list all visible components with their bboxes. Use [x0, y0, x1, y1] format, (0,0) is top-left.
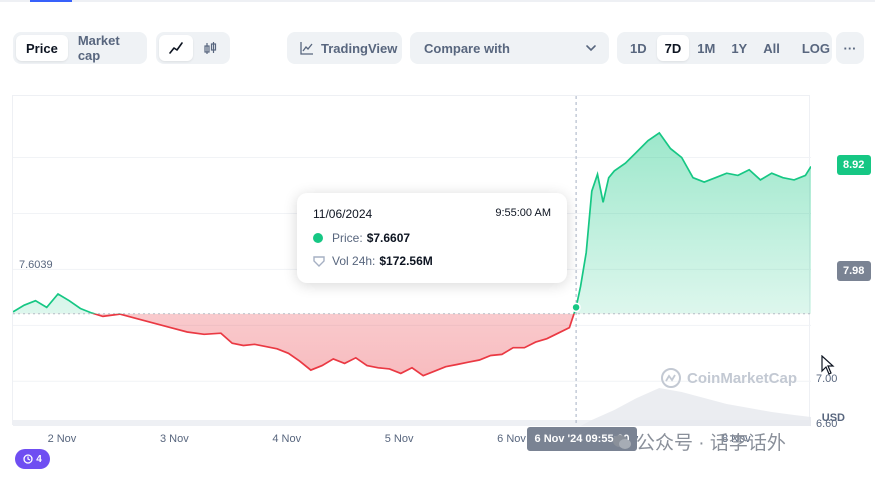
tooltip-date: 11/06/2024 [313, 207, 373, 221]
chart-style-toggle [156, 32, 230, 64]
wechat-overlay: 公众号 · 话李话外 [612, 428, 786, 455]
chevron-down-icon [586, 45, 596, 52]
crosshair-point [571, 302, 581, 313]
watermark-text: CoinMarketCap [687, 369, 798, 387]
compare-label: Compare with [424, 40, 510, 56]
compare-with-dropdown[interactable]: Compare with [410, 32, 609, 64]
x-tick-label: 2 Nov [47, 433, 77, 445]
y-tick-label: 6.60 [816, 418, 838, 430]
tooltip-time: 9:55:00 AM [495, 207, 551, 219]
more-options-button[interactable]: ··· [836, 32, 864, 64]
trend-icon [300, 42, 313, 55]
range-all[interactable]: All [763, 40, 780, 56]
line-chart-icon[interactable] [159, 35, 193, 61]
mouse-cursor-icon [821, 355, 835, 375]
x-tick-label: 5 Nov [384, 433, 414, 445]
wechat-icon [613, 434, 631, 449]
top-divider [0, 0, 875, 2]
volume-area [580, 388, 811, 426]
tooltip-volume-row: Vol 24h: $172.56M [313, 254, 433, 268]
range-1d[interactable]: 1D [630, 40, 647, 56]
tooltip-volume-label: Vol 24h: [332, 254, 376, 268]
tab-price[interactable]: Price [16, 35, 68, 61]
candlestick-icon[interactable] [193, 35, 227, 61]
history-icon [23, 454, 33, 464]
price-line-up [13, 131, 811, 314]
history-count: 4 [36, 453, 42, 465]
tab-market-cap[interactable]: Market cap [77, 33, 120, 63]
tooltip-price-row: Price: $7.6607 [313, 231, 410, 245]
log-toggle[interactable]: LOG [801, 40, 831, 56]
volume-icon [313, 255, 325, 267]
coinmarketcap-watermark: CoinMarketCap [660, 367, 797, 389]
area-fill-above [13, 132, 811, 314]
overlay-text: 公众号 · 话李话外 [636, 433, 786, 454]
tooltip-volume-value: $172.56M [379, 254, 433, 268]
tooltip-price-value: $7.6607 [366, 231, 411, 245]
x-tick-label: 4 Nov [272, 433, 302, 445]
y-tick-label: 7.00 [816, 373, 838, 386]
start-price-label: 7.6039 [19, 259, 53, 271]
active-tab-indicator [30, 0, 72, 2]
range-toggle: 1D 7D 1M 1Y All LOG [617, 32, 832, 64]
range-1m[interactable]: 1M [697, 40, 716, 56]
history-badge[interactable]: 4 [15, 449, 50, 469]
price-chart-svg [13, 96, 811, 426]
tradingview-button[interactable]: TradingView [287, 32, 402, 64]
chart-plot-area[interactable] [12, 95, 811, 426]
range-7d[interactable]: 7D [656, 35, 690, 61]
chart-tooltip: 11/06/2024 9:55:00 AM Price: $7.6607 Vol… [297, 193, 567, 283]
currency-label: USD [821, 412, 845, 424]
current-price-badge: 8.92 [837, 155, 871, 176]
tradingview-label: TradingView [321, 40, 398, 56]
range-1y[interactable]: 1Y [731, 40, 748, 56]
tooltip-price-label: Price: [332, 231, 363, 245]
price-dot-icon [313, 233, 323, 243]
price-line-down [91, 313, 575, 377]
crosshair-price-badge: 7.98 [837, 260, 871, 281]
x-tick-label: 8 Nov [721, 433, 751, 445]
x-tick-label: 6 Nov [497, 433, 526, 445]
view-toggle: Price Market cap [13, 32, 147, 64]
x-tick-label: 3 Nov [159, 433, 189, 445]
area-fill-below [13, 313, 811, 376]
volume-baseline [13, 420, 811, 426]
cmc-logo-icon [661, 368, 681, 388]
